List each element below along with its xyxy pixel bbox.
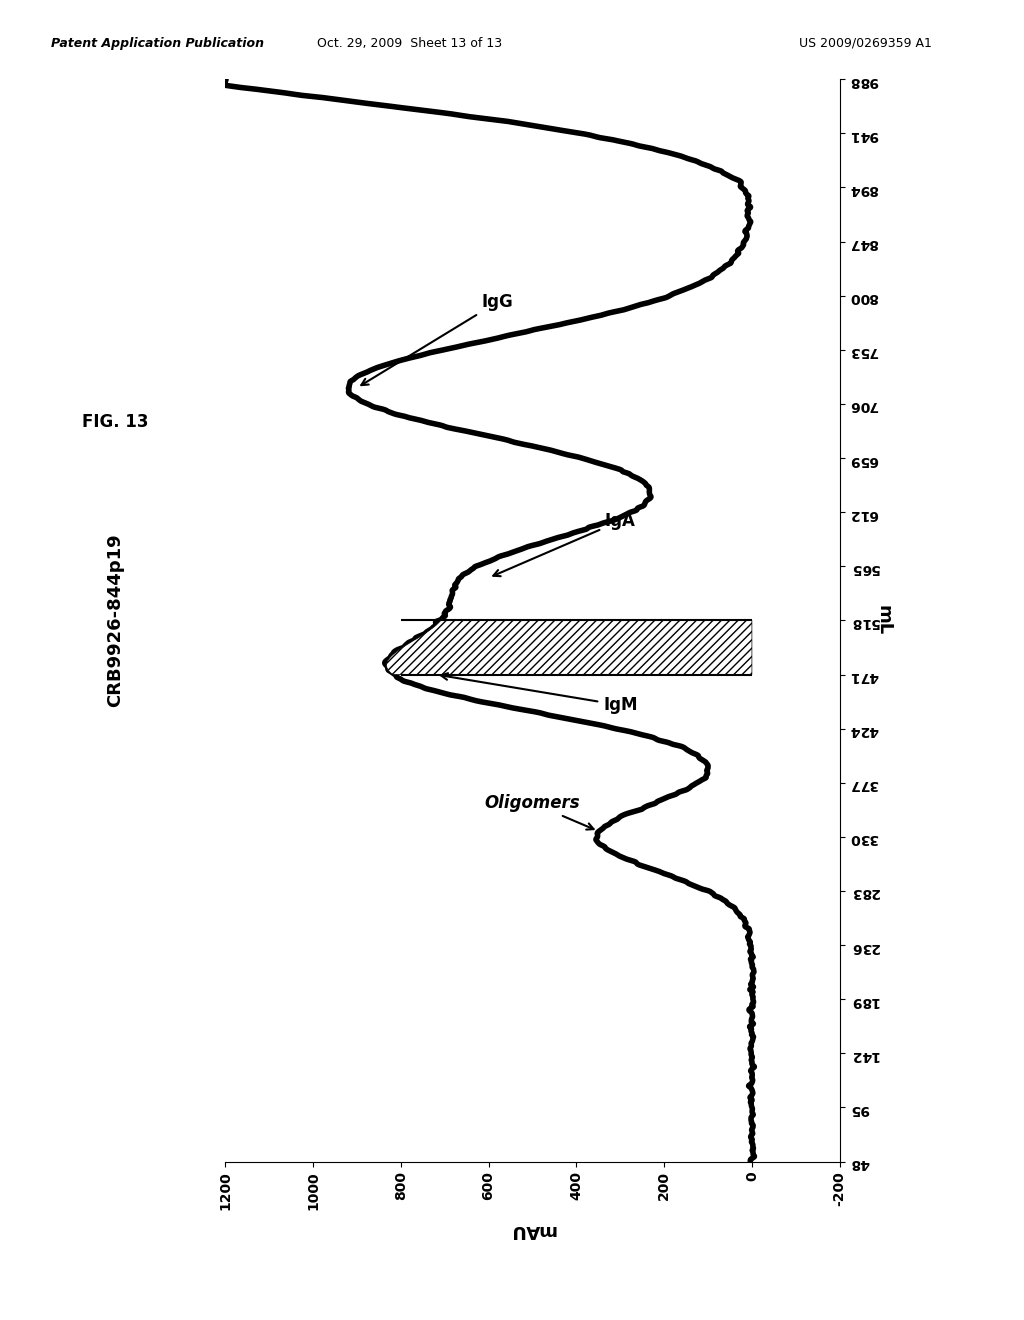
- Text: IgA: IgA: [494, 512, 636, 577]
- Text: Oligomers: Oligomers: [484, 795, 594, 829]
- Text: US 2009/0269359 A1: US 2009/0269359 A1: [799, 37, 932, 50]
- Text: CRB9926-844p19: CRB9926-844p19: [105, 533, 124, 708]
- Text: Patent Application Publication: Patent Application Publication: [51, 37, 264, 50]
- X-axis label: mAU: mAU: [509, 1221, 556, 1239]
- Text: Oct. 29, 2009  Sheet 13 of 13: Oct. 29, 2009 Sheet 13 of 13: [317, 37, 502, 50]
- Y-axis label: mL: mL: [874, 606, 893, 635]
- Text: IgM: IgM: [441, 673, 638, 714]
- Text: IgG: IgG: [361, 293, 513, 385]
- Text: FIG. 13: FIG. 13: [82, 413, 148, 432]
- Polygon shape: [386, 620, 752, 675]
